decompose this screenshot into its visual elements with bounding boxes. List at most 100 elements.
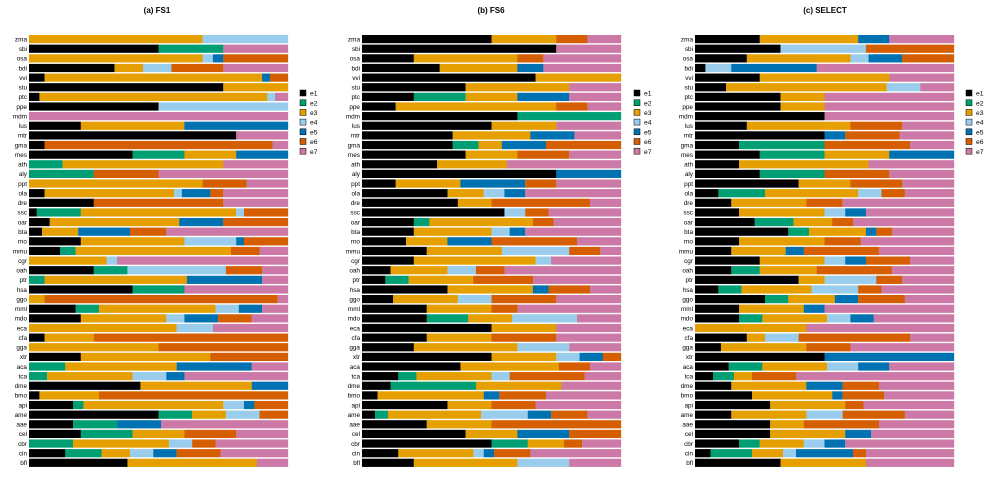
bar-segment-fs6-bfl-e3 [413, 458, 518, 467]
bar-segment-select-aca-e2 [728, 362, 763, 371]
bar-segment-fs6-ggo-e4 [457, 295, 492, 304]
bar-segment-select-cgr-e7 [909, 256, 955, 265]
legend-swatch-e3 [633, 109, 641, 116]
bar-segment-fs1-ppt-e3 [29, 179, 203, 188]
bar-segment-fs1-mmu-e2 [60, 246, 76, 256]
bar-segment-fs6-cel-e1 [362, 429, 466, 439]
bar-segment-fs6-hsa-e5 [532, 285, 549, 294]
category-label-fs1: bta [18, 229, 27, 236]
bar-segment-select-oar-e1 [695, 217, 755, 227]
panel-title-fs6: (b) FS6 [477, 6, 505, 15]
bar-segment-fs1-mtr-e7 [236, 131, 289, 140]
category-label-fs6: lus [352, 123, 360, 130]
bar-segment-select-gga-e6 [806, 343, 851, 352]
bar-segment-fs6-zma-e3 [491, 35, 557, 44]
bar-segment-select-gma-e2 [739, 140, 825, 150]
bar-segment-fs6-osa-e1 [362, 54, 414, 63]
bar-segment-fs1-mdo-e1 [29, 314, 81, 323]
bar-segment-select-hsa-e7 [881, 285, 955, 294]
bar-segment-fs6-ola-e4 [483, 189, 505, 198]
category-label-select: ppe [682, 104, 693, 111]
bar-segment-fs6-ame-e7 [587, 410, 622, 419]
bar-segment-fs1-ptr-e3 [44, 275, 188, 284]
bar-segment-fs1-ola-e5 [181, 189, 211, 198]
category-label-fs1: lus [19, 123, 27, 130]
bar-segment-fs6-mtr-e5 [530, 131, 575, 140]
bar-segment-fs6-dme-e3 [475, 381, 562, 390]
category-label-fs6: aca [350, 364, 361, 371]
bar-segment-select-bmo-e5 [832, 391, 843, 400]
bar-segment-fs6-mtr-e3 [452, 131, 531, 140]
bar-segment-fs1-dme-e5 [251, 381, 289, 390]
bar-segment-select-ssc-e5 [845, 208, 867, 217]
category-label-fs1: rno [18, 239, 28, 246]
bar-segment-select-ptr-e1 [695, 275, 799, 284]
bar-segment-select-aae-e3 [770, 420, 804, 429]
panel-fs6: (b) FS6 zma sbi osa bdi vvi stu ptc ppe mdm lus mt… [346, 6, 652, 467]
bar-segment-fs6-hsa-e7 [589, 285, 622, 294]
legend-label-e1: e1 [310, 91, 318, 98]
category-label-fs6: stu [351, 85, 360, 92]
bar-segment-select-xtr-e1 [695, 352, 825, 361]
panel-select: (c) SELECT zma sbi osa bdi vvi stu ptc ppe mdm lu… [679, 6, 984, 467]
bar-segment-fs6-gma-e2 [452, 140, 479, 150]
legend-swatch-e4 [965, 118, 973, 126]
bar-segment-select-ame-e4 [806, 410, 843, 419]
bar-segment-fs6-ppe-e3 [395, 102, 557, 111]
bar-segment-fs1-api-e4 [223, 400, 245, 410]
bar-segment-fs6-api-e7 [535, 400, 622, 410]
bar-segment-fs6-cin-e1 [362, 449, 399, 458]
category-label-select: oah [682, 268, 693, 275]
bar-segment-select-osa-e3 [746, 54, 851, 63]
category-label-fs1: cgr [18, 258, 28, 265]
legend-swatch-e6 [633, 138, 641, 145]
bar-segment-fs1-api-e3 [83, 400, 224, 410]
category-label-fs6: mmu [346, 248, 361, 255]
bar-segment-fs6-ola-e5 [504, 189, 526, 198]
bar-segment-fs6-sbi-e7 [556, 44, 622, 53]
bar-segment-select-aca-e5 [858, 362, 890, 371]
legend-label-e7: e7 [976, 149, 984, 156]
bar-segment-select-tca-e7 [796, 372, 955, 381]
bar-segment-fs1-aae-e7 [161, 420, 289, 429]
bar-segment-fs1-api-e1 [29, 400, 74, 410]
category-label-fs6: ppt [351, 181, 360, 188]
bar-segment-fs1-oah-e6 [225, 266, 263, 275]
bar-segment-fs6-api-e1 [362, 400, 448, 410]
bar-segment-fs6-oah-e3 [390, 266, 448, 275]
bar-segment-fs6-bdi-e1 [362, 63, 440, 73]
bar-segment-select-mtr-e1 [695, 131, 825, 140]
bar-segment-select-aly-e2 [759, 169, 825, 179]
bar-segment-fs1-oah-e1 [29, 266, 94, 275]
bar-segment-fs6-gga-e7 [569, 343, 622, 352]
bar-segment-fs6-ath-e3 [437, 160, 508, 169]
category-label-select: mmu [679, 248, 694, 255]
bar-segment-fs6-bdi-e5 [517, 63, 544, 73]
bar-segment-fs6-cel-e6 [569, 429, 622, 439]
bar-segment-select-cbr-e1 [695, 439, 740, 448]
bar-segment-fs1-cin-e6 [176, 449, 221, 458]
category-label-select: cin [685, 450, 694, 457]
bar-segment-fs6-ath-e7 [507, 160, 622, 169]
bar-segment-select-ggo-e6 [858, 295, 905, 304]
panel-title-select: (c) SELECT [803, 6, 847, 15]
bar-segment-select-lus-e1 [695, 121, 747, 130]
bar-segment-select-osa-e5 [868, 54, 903, 63]
category-label-select: bfl [686, 460, 693, 467]
bar-segment-fs1-ppe-e4 [158, 102, 289, 111]
bar-segment-select-dme-e1 [695, 381, 732, 390]
bar-segment-fs6-stu-e7 [569, 83, 622, 92]
category-label-select: ppt [684, 181, 693, 188]
bar-segment-select-lus-e6 [850, 121, 903, 130]
bar-segment-fs1-sbi-e2 [158, 44, 224, 53]
bar-segment-fs1-cgr-e3 [29, 256, 107, 265]
bar-segment-fs1-bmo-e6 [98, 391, 289, 400]
category-label-fs1: dme [15, 383, 28, 390]
bar-segment-fs1-ola-e3 [44, 189, 175, 198]
bar-segment-fs1-mml-e4 [215, 304, 239, 313]
bar-segment-select-aca-e7 [889, 362, 955, 371]
bar-segment-select-cin-e7 [865, 449, 955, 458]
bar-segment-fs6-aly-e5 [556, 169, 622, 179]
bar-segment-select-mmu-e3 [731, 246, 786, 256]
bar-segment-fs1-cin-e4 [130, 449, 154, 458]
